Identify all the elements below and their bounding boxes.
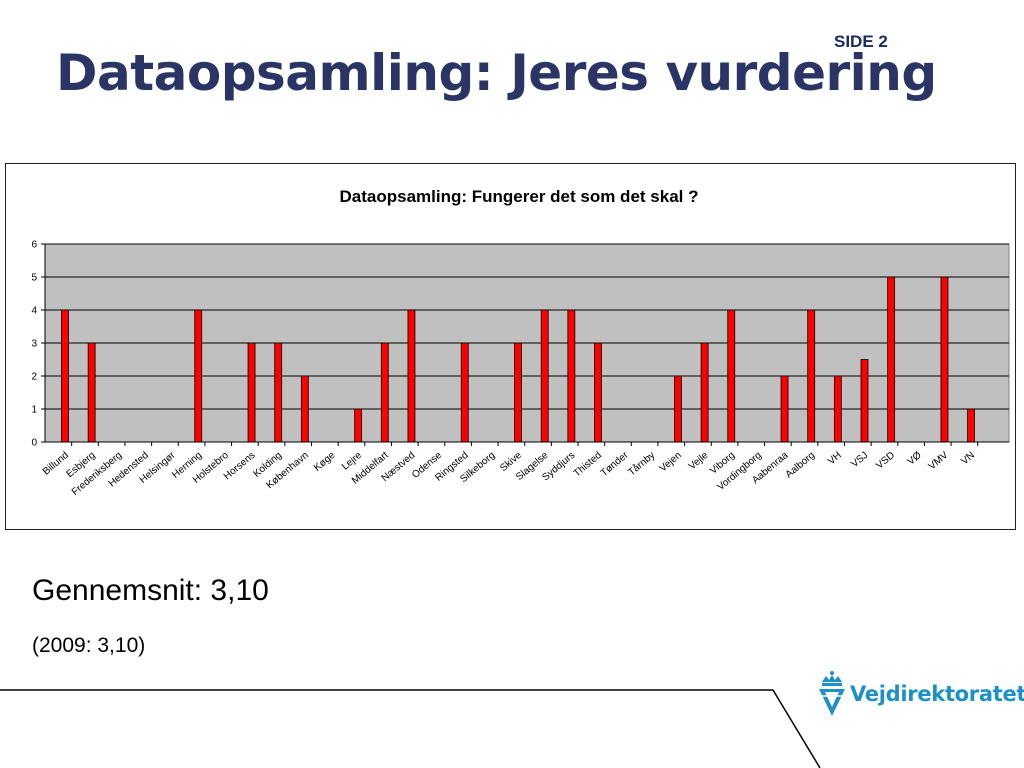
slide-title: Dataopsamling: Jeres vurdering bbox=[56, 44, 937, 102]
bar-vn bbox=[967, 408, 975, 443]
bar-vh bbox=[833, 375, 842, 443]
bar-syddjurs bbox=[567, 309, 576, 443]
x-tick-label: VØ bbox=[906, 450, 924, 468]
logo-text: Vejdirektoratet bbox=[850, 682, 1024, 706]
x-tick-label: VH bbox=[826, 450, 844, 467]
y-tick-label: 6 bbox=[31, 240, 37, 251]
bar-vejle bbox=[700, 342, 709, 443]
y-tick-label: 1 bbox=[31, 405, 37, 416]
bar-viborg bbox=[727, 309, 736, 443]
x-tick-label: Aalborg bbox=[784, 450, 817, 481]
bar-chart: Dataopsamling: Fungerer det som det skal… bbox=[31, 187, 1010, 498]
y-tick-label: 4 bbox=[31, 306, 37, 317]
average-score: Gennemsnit: 3,10 bbox=[32, 574, 269, 607]
x-tick-label: Køge bbox=[312, 450, 338, 474]
y-tick-label: 2 bbox=[31, 372, 37, 383]
bar-aabenraa bbox=[780, 375, 789, 443]
chart-container: Dataopsamling: Fungerer det som det skal… bbox=[5, 163, 1016, 530]
y-tick-label: 3 bbox=[31, 339, 37, 350]
bar-thisted bbox=[594, 342, 602, 443]
bar-herning bbox=[194, 309, 203, 443]
x-tick-label: Tårnby bbox=[626, 449, 658, 478]
bar-københavn bbox=[300, 375, 309, 443]
x-tick-label: Thisted bbox=[572, 450, 604, 480]
chart-title: Dataopsamling: Fungerer det som det skal… bbox=[340, 187, 699, 206]
x-tick-label: VN bbox=[959, 450, 977, 467]
previous-year-score: (2009: 3,10) bbox=[32, 634, 146, 657]
bar-esbjerg bbox=[87, 342, 96, 443]
bar-horsens bbox=[247, 342, 256, 443]
x-tick-label: VMV bbox=[927, 450, 951, 473]
y-tick-label: 5 bbox=[31, 273, 37, 284]
y-tick-label: 0 bbox=[31, 438, 37, 449]
bar-næstved bbox=[407, 309, 416, 443]
bar-vsd bbox=[887, 276, 896, 443]
bar-skive bbox=[514, 342, 522, 443]
x-tick-label: VSJ bbox=[849, 450, 870, 470]
bar-aalborg bbox=[807, 309, 816, 443]
footer-divider bbox=[0, 689, 821, 768]
crown-v-icon bbox=[819, 671, 845, 716]
vejdirektoratet-logo: Vejdirektoratet bbox=[818, 670, 1024, 718]
bar-vmv bbox=[940, 276, 949, 443]
bar-middelfart bbox=[380, 342, 389, 443]
x-tick-label: Tønder bbox=[599, 449, 631, 479]
bar-lejre bbox=[354, 408, 363, 443]
bar-kolding bbox=[274, 342, 283, 443]
bar-slagelse bbox=[540, 309, 549, 443]
x-tick-label: Vejen bbox=[658, 450, 684, 475]
bar-ringsted bbox=[460, 342, 469, 443]
bar-vejen bbox=[674, 375, 682, 443]
bar-billund bbox=[61, 309, 69, 443]
page-number-label: SIDE 2 bbox=[834, 32, 888, 51]
bar-vsj bbox=[860, 359, 869, 443]
x-tick-label: VSD bbox=[874, 450, 897, 472]
